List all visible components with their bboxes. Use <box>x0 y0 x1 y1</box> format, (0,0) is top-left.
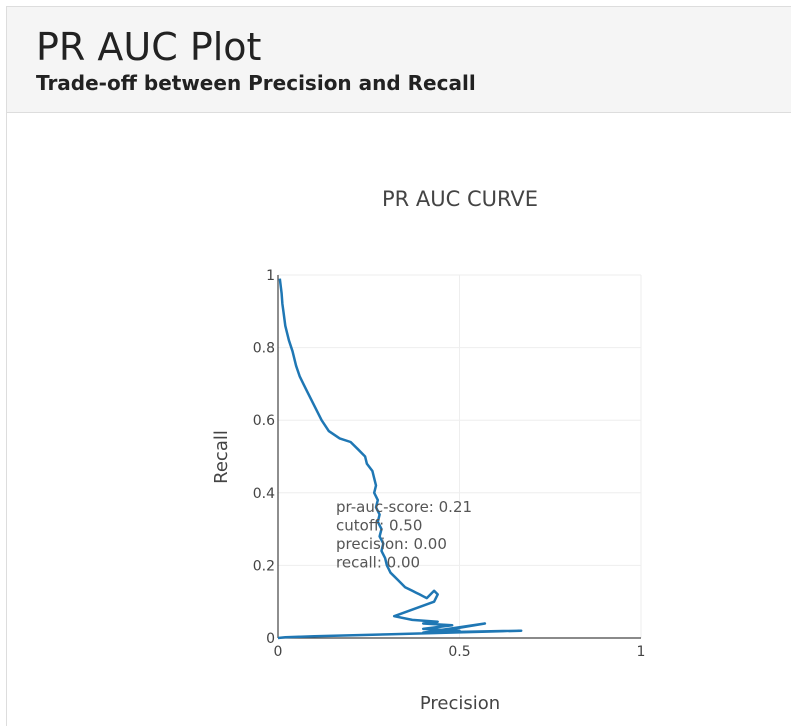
y-axis-label: Recall <box>211 430 232 484</box>
annotation-line: cutoff: 0.50 <box>336 517 422 535</box>
annotation-line: precision: 0.00 <box>336 535 447 553</box>
x-axis-label: Precision <box>420 693 500 714</box>
card-header: PR AUC Plot Trade-off between Precision … <box>7 7 791 113</box>
series-layer <box>277 278 523 640</box>
y-tick-label: 0.4 <box>253 486 275 502</box>
annotation-line: pr-auc-score: 0.21 <box>336 498 472 516</box>
grid-layer <box>278 274 642 638</box>
chart-title: PR AUC CURVE <box>382 187 538 211</box>
pr-auc-card: PR AUC Plot Trade-off between Precision … <box>6 6 791 726</box>
y-tick-label: 0 <box>266 631 275 647</box>
labels-layer: PR AUC CURVE Precision Recall <box>211 187 538 714</box>
axes-layer: 0 0.2 0.4 0.6 0.8 1 0 0.5 1 <box>253 268 646 660</box>
annotation-line: recall: 0.00 <box>336 554 420 572</box>
series-line <box>277 278 523 640</box>
x-tick-label: 1 <box>637 644 646 660</box>
y-tick-label: 0.2 <box>253 558 275 574</box>
x-tick-label: 0 <box>274 644 283 660</box>
y-tick-label: 1 <box>266 268 275 284</box>
page-title: PR AUC Plot <box>36 25 262 69</box>
y-tick-label: 0.6 <box>253 413 275 429</box>
page-subtitle: Trade-off between Precision and Recall <box>36 71 476 95</box>
y-tick-label: 0.8 <box>253 341 275 357</box>
x-tick-label: 0.5 <box>448 644 470 660</box>
